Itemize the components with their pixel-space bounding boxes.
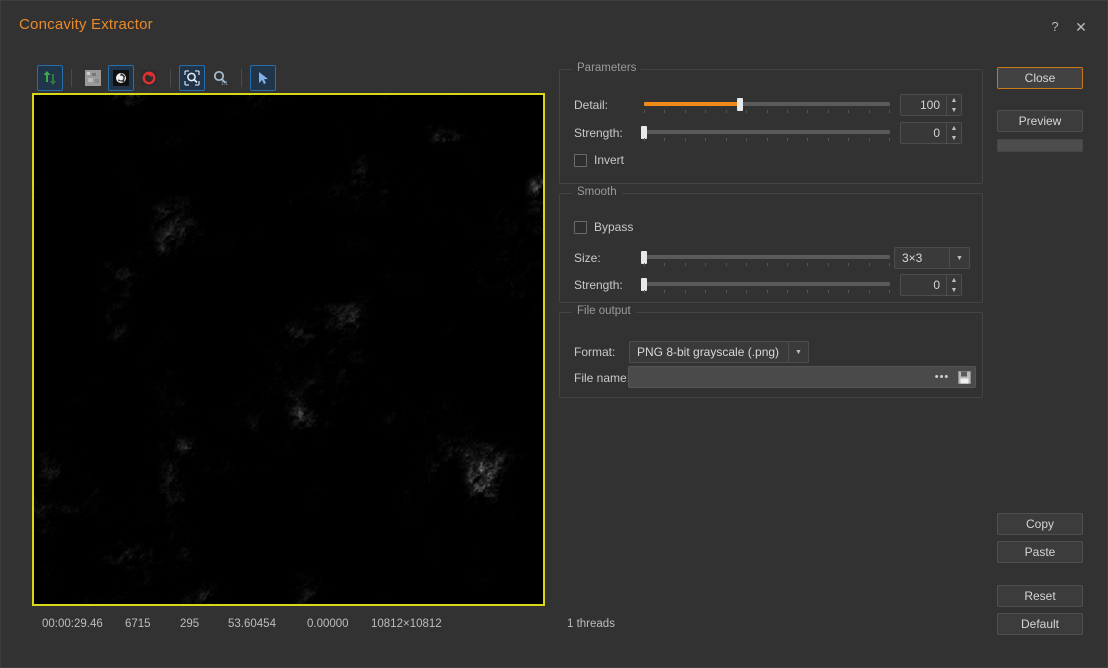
statusbar: 00:00:29.46 6715 295 53.60454 0.00000 10… bbox=[32, 614, 1082, 636]
smooth-size-slider[interactable] bbox=[641, 249, 890, 267]
file-name-label: File name: bbox=[574, 371, 631, 385]
smooth-strength-spin-buttons[interactable]: ▲ ▼ bbox=[946, 275, 961, 295]
strength-slider[interactable] bbox=[641, 124, 890, 142]
detail-spin-down-icon[interactable]: ▼ bbox=[950, 106, 958, 114]
detail-label: Detail: bbox=[574, 98, 609, 112]
smooth-size-combo[interactable]: 3×3 ▼ bbox=[894, 247, 970, 269]
smooth-strength-slider-handle[interactable] bbox=[641, 278, 647, 291]
parameters-group: Parameters Detail: 100 ▲ ▼ Strength: 0 ▲ bbox=[559, 62, 983, 184]
status-threads: 1 threads bbox=[567, 618, 615, 630]
thumbnail-icon[interactable] bbox=[80, 65, 106, 91]
toolbar-separator bbox=[71, 69, 72, 87]
smooth-strength-spinbox[interactable]: 0 ▲ ▼ bbox=[900, 274, 962, 296]
progress-bar bbox=[997, 139, 1083, 152]
bypass-label: Bypass bbox=[594, 220, 634, 234]
page-title: Concavity Extractor bbox=[19, 16, 153, 33]
detail-slider[interactable] bbox=[644, 96, 890, 114]
smooth-strength-label: Strength: bbox=[574, 278, 623, 292]
bypass-checkbox-box[interactable] bbox=[574, 220, 587, 234]
reset-button[interactable]: Reset bbox=[997, 585, 1083, 607]
chevron-down-icon[interactable]: ▼ bbox=[788, 342, 808, 362]
detail-spin-up-icon[interactable]: ▲ bbox=[950, 96, 958, 104]
strength-spin-buttons[interactable]: ▲ ▼ bbox=[946, 123, 961, 143]
smooth-group: Smooth Bypass Size: 3×3 ▼ Strength: 0 ▲ … bbox=[559, 186, 983, 303]
preview-image-frame[interactable] bbox=[32, 93, 545, 606]
toolbar-separator bbox=[241, 69, 242, 87]
paste-button[interactable]: Paste bbox=[997, 541, 1083, 563]
smooth-strength-spin-down-icon[interactable]: ▼ bbox=[950, 286, 958, 294]
strength-label: Strength: bbox=[574, 126, 623, 140]
close-icon[interactable]: ✕ bbox=[1075, 19, 1087, 35]
parameters-group-title: Parameters bbox=[572, 62, 642, 74]
format-label: Format: bbox=[574, 345, 616, 359]
status-value-d: 0.00000 bbox=[307, 618, 349, 630]
help-icon[interactable]: ? bbox=[1051, 19, 1059, 34]
close-button[interactable]: Close bbox=[997, 67, 1083, 89]
status-elapsed-time: 00:00:29.46 bbox=[42, 618, 103, 630]
detail-slider-fill bbox=[644, 102, 740, 106]
smooth-strength-slider-track bbox=[644, 282, 890, 286]
mask-toggle-icon[interactable] bbox=[108, 65, 134, 91]
smooth-strength-spin-up-icon[interactable]: ▲ bbox=[950, 276, 958, 284]
strength-spin-up-icon[interactable]: ▲ bbox=[950, 124, 958, 132]
invert-checkbox-box[interactable] bbox=[574, 153, 587, 167]
refresh-arrow-icon[interactable] bbox=[37, 65, 63, 91]
file-name-field[interactable]: ••• bbox=[628, 366, 976, 388]
invert-checkbox[interactable]: Invert bbox=[574, 153, 624, 167]
status-value-b: 295 bbox=[180, 618, 200, 630]
strength-slider-track bbox=[644, 130, 890, 134]
format-value: PNG 8-bit grayscale (.png) bbox=[637, 345, 780, 359]
smooth-group-title: Smooth bbox=[572, 186, 622, 198]
strength-spinbox[interactable]: 0 ▲ ▼ bbox=[900, 122, 962, 144]
file-output-group: File output Format: PNG 8-bit grayscale … bbox=[559, 305, 983, 398]
smooth-size-value: 3×3 bbox=[902, 251, 923, 265]
zoom-fit-icon[interactable] bbox=[179, 65, 205, 91]
toolbar-separator bbox=[170, 69, 171, 87]
browse-ellipsis-icon[interactable]: ••• bbox=[934, 371, 950, 383]
preview-button[interactable]: Preview bbox=[997, 110, 1083, 132]
toolbar: 1:1 bbox=[37, 64, 276, 92]
smooth-strength-slider-ticks bbox=[644, 290, 890, 294]
detail-slider-ticks bbox=[644, 110, 890, 114]
zoom-actual-icon[interactable]: 1:1 bbox=[207, 65, 233, 91]
bypass-checkbox[interactable]: Bypass bbox=[574, 220, 633, 234]
strength-slider-handle[interactable] bbox=[641, 126, 647, 139]
file-name-input[interactable] bbox=[629, 367, 931, 387]
status-dimensions: 10812×10812 bbox=[371, 618, 442, 630]
smooth-size-slider-ticks bbox=[644, 263, 890, 267]
detail-spin-buttons[interactable]: ▲ ▼ bbox=[946, 95, 961, 115]
smooth-strength-slider[interactable] bbox=[641, 276, 890, 294]
file-output-group-title: File output bbox=[572, 305, 636, 317]
red-overlay-icon[interactable] bbox=[136, 65, 162, 91]
smooth-size-slider-handle[interactable] bbox=[641, 251, 647, 264]
detail-slider-handle[interactable] bbox=[736, 98, 743, 111]
preview-image[interactable] bbox=[34, 95, 543, 604]
copy-button[interactable]: Copy bbox=[997, 513, 1083, 535]
strength-value[interactable]: 0 bbox=[933, 126, 940, 140]
chevron-down-icon[interactable]: ▼ bbox=[949, 248, 969, 268]
status-value-c: 53.60454 bbox=[228, 618, 276, 630]
default-button[interactable]: Default bbox=[997, 613, 1083, 635]
status-value-a: 6715 bbox=[125, 618, 151, 630]
strength-slider-ticks bbox=[644, 138, 890, 142]
detail-slider-track bbox=[644, 102, 890, 106]
smooth-size-label: Size: bbox=[574, 251, 601, 265]
pointer-tool-icon[interactable] bbox=[250, 65, 276, 91]
detail-value[interactable]: 100 bbox=[919, 98, 940, 112]
invert-label: Invert bbox=[594, 153, 625, 167]
svg-text:1:1: 1:1 bbox=[221, 81, 228, 87]
smooth-strength-value[interactable]: 0 bbox=[933, 278, 940, 292]
titlebar: Concavity Extractor ? ✕ bbox=[1, 1, 1108, 53]
format-combo[interactable]: PNG 8-bit grayscale (.png) ▼ bbox=[629, 341, 809, 363]
strength-spin-down-icon[interactable]: ▼ bbox=[950, 134, 958, 142]
smooth-size-slider-track bbox=[644, 255, 890, 259]
floppy-save-icon[interactable] bbox=[953, 367, 975, 387]
detail-spinbox[interactable]: 100 ▲ ▼ bbox=[900, 94, 962, 116]
